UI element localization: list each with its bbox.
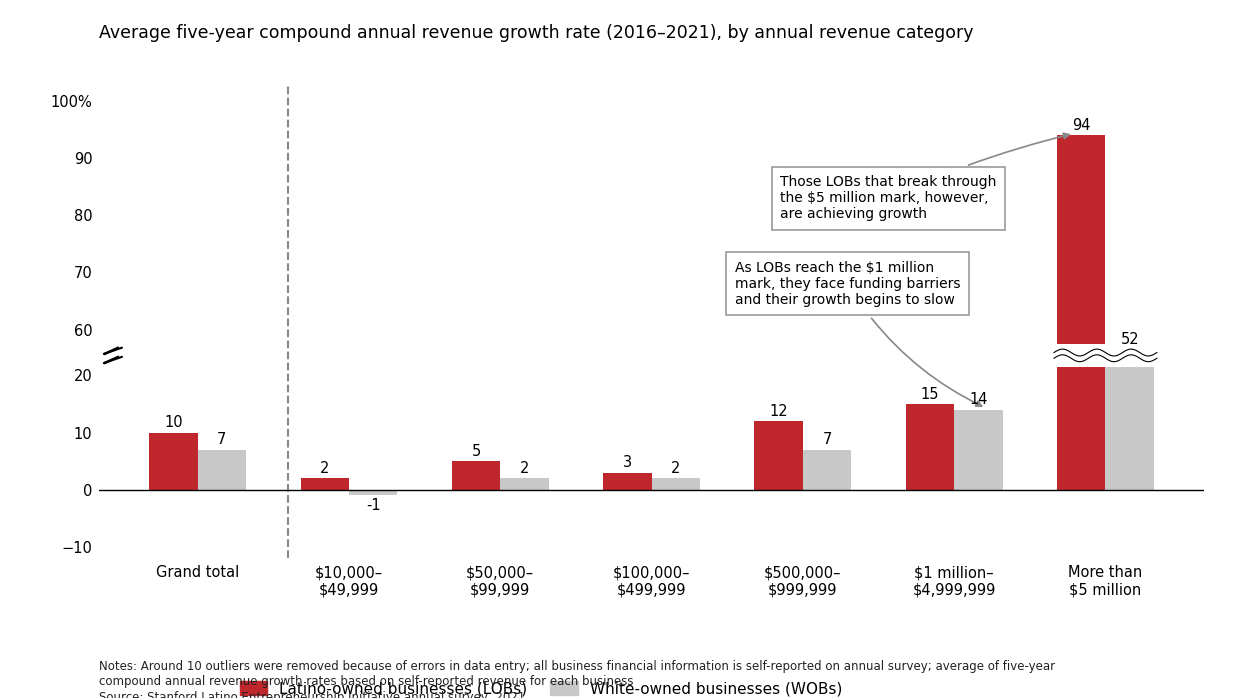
Bar bbox=[1057, 135, 1106, 490]
Bar bbox=[906, 404, 954, 490]
Text: 14: 14 bbox=[969, 392, 988, 408]
Text: As LOBs reach the $1 million
mark, they face funding barriers
and their growth b: As LOBs reach the $1 million mark, they … bbox=[735, 261, 982, 406]
Text: 2: 2 bbox=[320, 461, 329, 476]
Bar bbox=[652, 478, 700, 490]
Text: compound annual revenue growth rates based on self-reported revenue for each bus: compound annual revenue growth rates bas… bbox=[99, 675, 634, 688]
Bar bbox=[349, 490, 397, 496]
Text: 94: 94 bbox=[1072, 118, 1091, 133]
Legend: Latino-owned businesses (LOBs), White-owned businesses (WOBs): Latino-owned businesses (LOBs), White-ow… bbox=[233, 676, 849, 698]
Bar bbox=[603, 473, 652, 490]
Bar bbox=[197, 450, 246, 490]
Text: 3: 3 bbox=[623, 455, 632, 470]
Bar bbox=[452, 461, 500, 490]
Text: 12: 12 bbox=[769, 404, 788, 419]
Text: 7: 7 bbox=[217, 433, 227, 447]
Text: 5: 5 bbox=[472, 444, 480, 459]
Text: -1: -1 bbox=[366, 498, 381, 513]
Text: Average five-year compound annual revenue growth rate (2016–2021), by annual rev: Average five-year compound annual revenu… bbox=[99, 24, 974, 43]
Text: 2: 2 bbox=[520, 461, 529, 476]
Bar bbox=[300, 478, 349, 490]
Bar bbox=[1106, 344, 1154, 367]
Bar bbox=[954, 410, 1003, 490]
Text: Source: Stanford Latino Entrepreneurship Initiative annual survey, 2021: Source: Stanford Latino Entrepreneurship… bbox=[99, 691, 525, 698]
Bar bbox=[149, 433, 197, 490]
Text: 2: 2 bbox=[671, 461, 680, 476]
Text: Those LOBs that break through
the $5 million mark, however,
are achieving growth: Those LOBs that break through the $5 mil… bbox=[781, 133, 1070, 221]
Text: 15: 15 bbox=[921, 387, 939, 402]
Text: 10: 10 bbox=[164, 415, 182, 430]
Text: 52: 52 bbox=[1121, 332, 1139, 347]
Text: Notes: Around 10 outliers were removed because of errors in data entry; all busi: Notes: Around 10 outliers were removed b… bbox=[99, 660, 1055, 673]
Text: 7: 7 bbox=[823, 433, 831, 447]
Bar bbox=[755, 421, 803, 490]
Bar bbox=[803, 450, 851, 490]
Bar bbox=[1057, 344, 1106, 367]
Bar bbox=[1106, 349, 1154, 490]
Bar bbox=[500, 478, 549, 490]
